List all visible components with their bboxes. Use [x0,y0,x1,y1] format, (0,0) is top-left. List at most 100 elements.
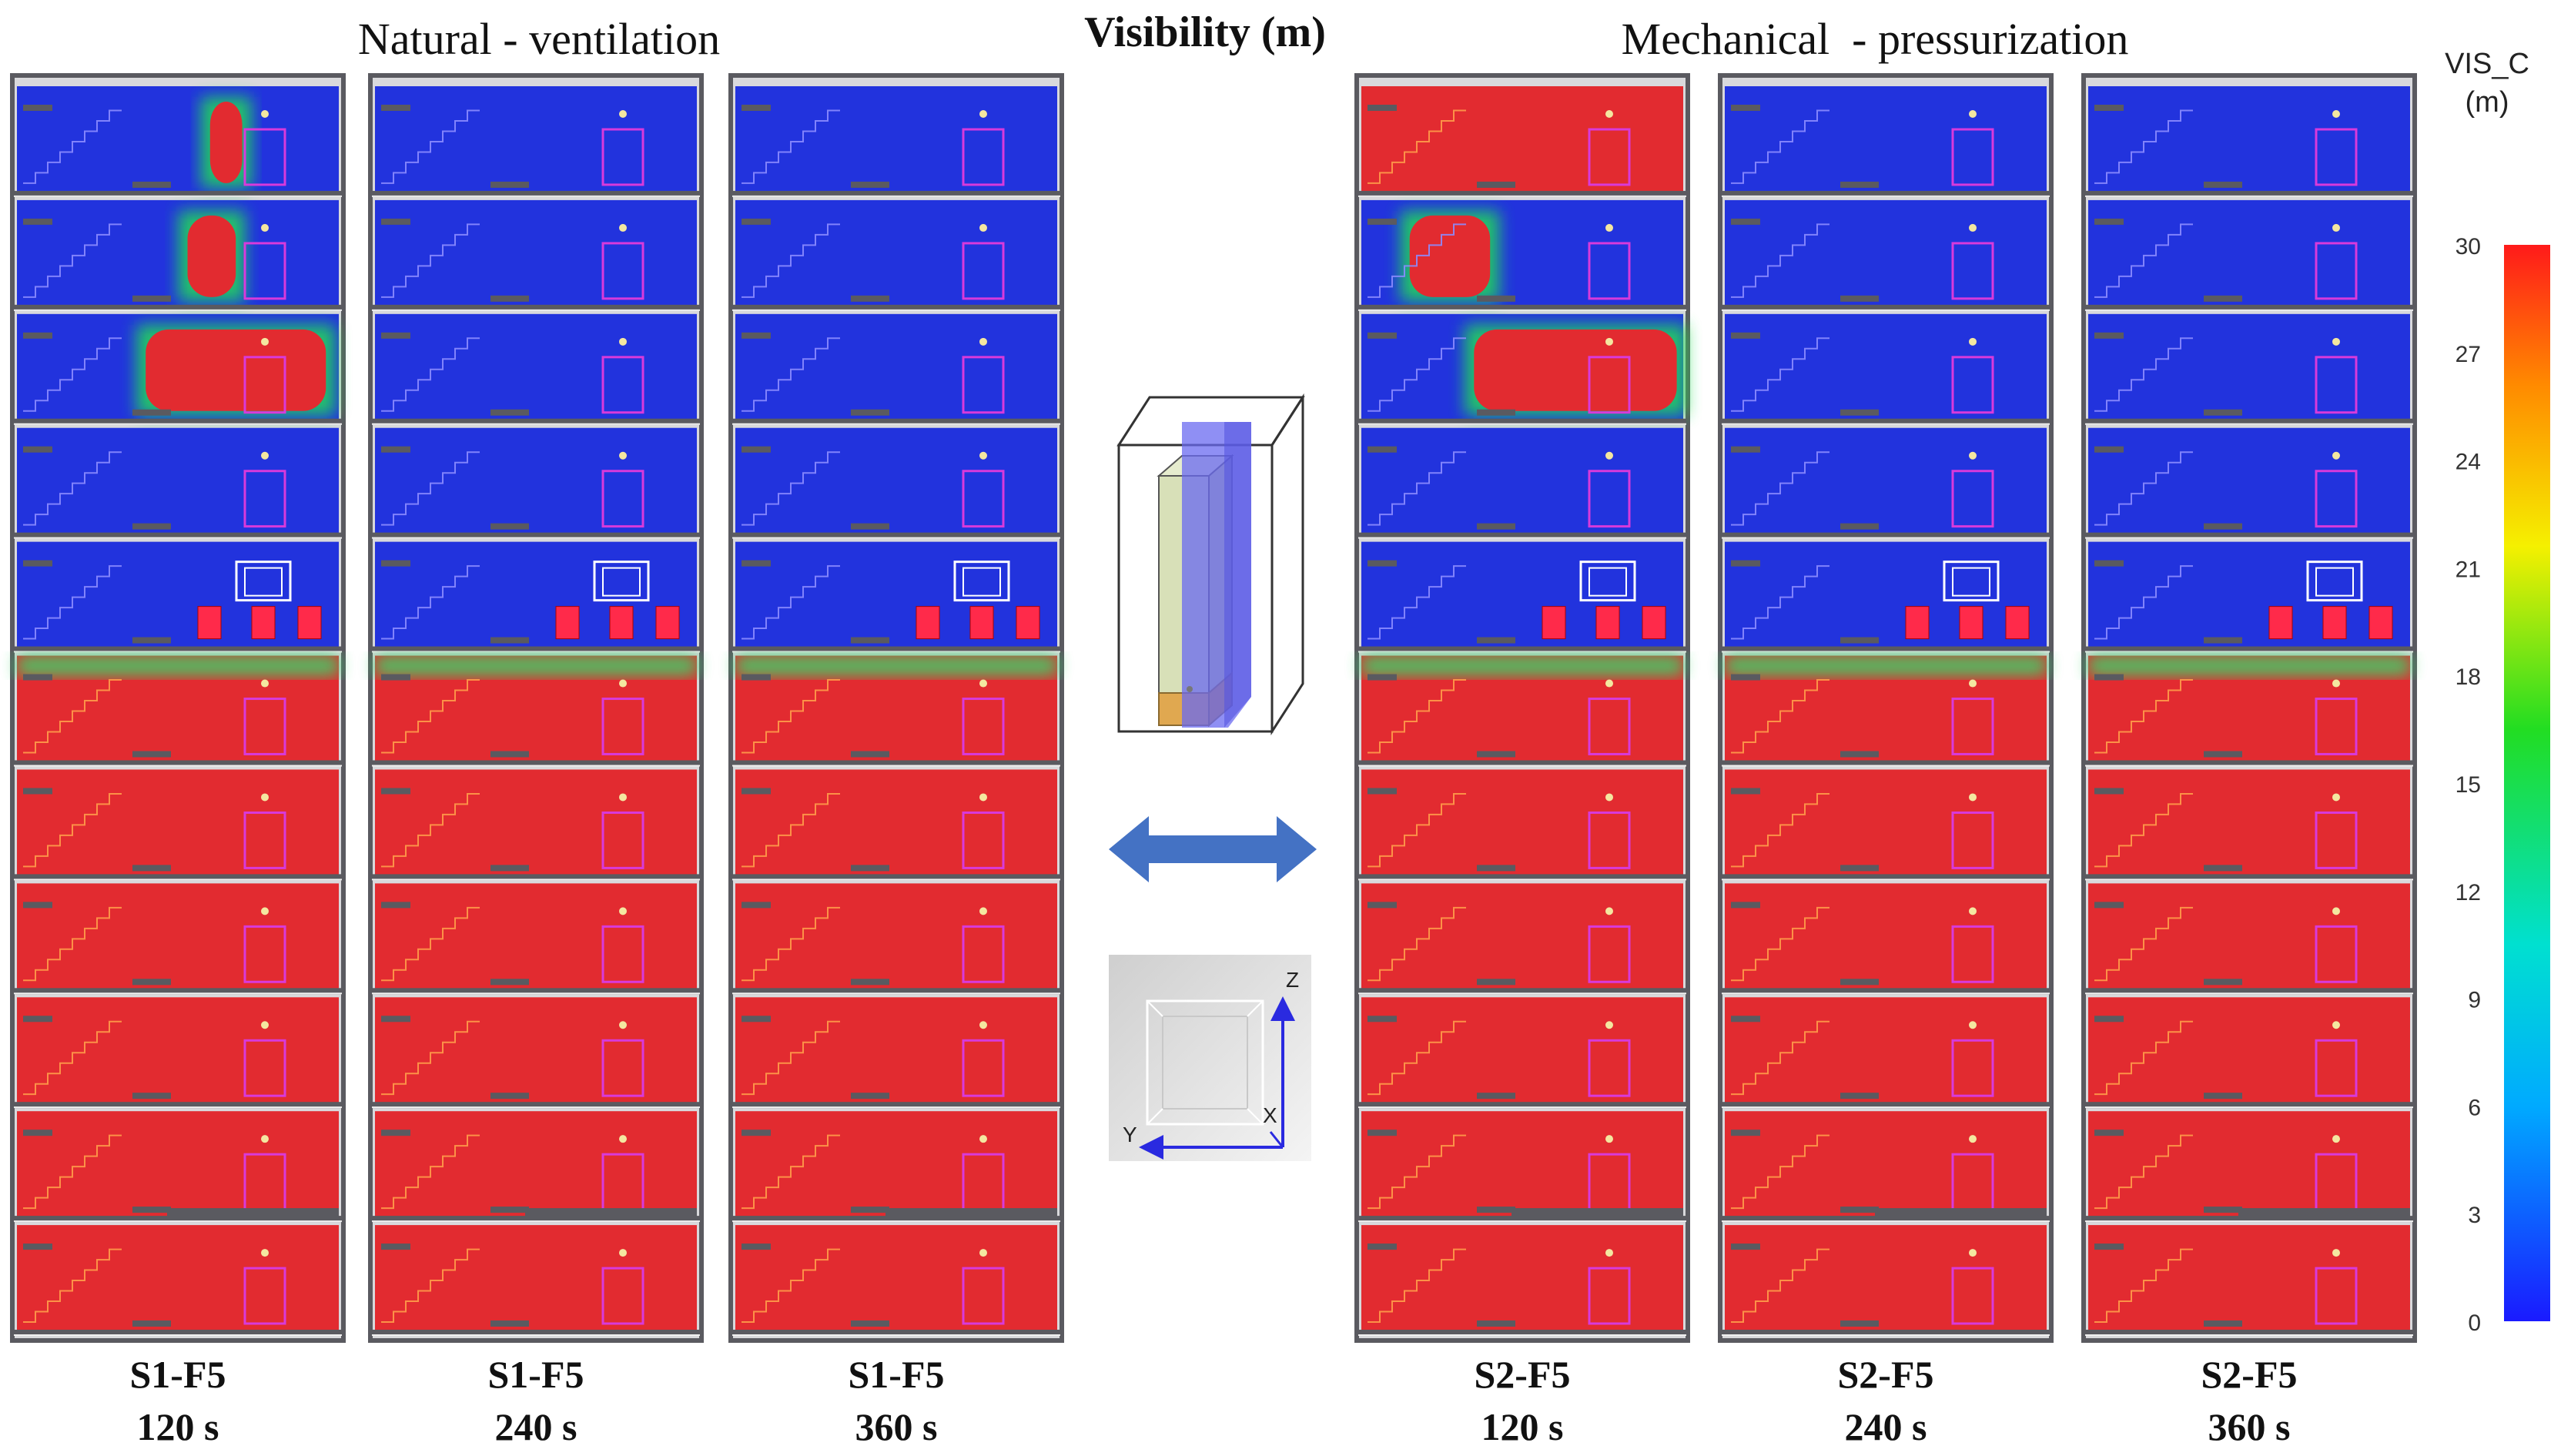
floor [14,199,342,311]
floor [2085,1225,2413,1336]
colorbar-tick-label: 27 [2456,342,2481,367]
floor [372,313,700,425]
floor [1722,313,2050,425]
floor [372,997,700,1109]
colorbar-tick-label: 9 [2468,988,2481,1013]
floor [1358,655,1686,767]
colorbar-tick-label: 0 [2468,1310,2481,1336]
panel-s2-f5-240s [1718,73,2054,1343]
floor [2085,769,2413,881]
floor [372,199,700,311]
floor [2085,427,2413,539]
colorbar-tick-label: 24 [2456,450,2481,475]
floor [732,769,1060,881]
floor [372,541,700,653]
colorbar-tick-label: 12 [2456,880,2481,905]
floor [1722,86,2050,197]
floor [14,883,342,995]
panel-s2-f5-120s [1354,73,1690,1343]
floor [372,1111,700,1223]
floor [1358,199,1686,311]
floor [372,883,700,995]
floor [732,427,1060,539]
floor [1358,1111,1686,1223]
panel-label-time: 360 s [855,1405,938,1448]
panel-label-scenario: S1-F5 [849,1353,945,1396]
colorbar-title: VIS_C [2445,48,2529,80]
floor [1722,997,2050,1109]
double-arrow-icon [1109,816,1317,882]
floor [2085,199,2413,311]
floor [14,769,342,881]
colorbar-tick-label: 15 [2456,772,2481,798]
floor [1722,883,2050,995]
panel-label-time: 120 s [1481,1405,1564,1448]
floor [732,655,1060,767]
floor [14,313,342,425]
floor [1358,769,1686,881]
colorbar-tick-label: 3 [2468,1203,2481,1228]
panel-label-scenario: S2-F5 [2201,1353,2298,1396]
colorbar-tick-label: 6 [2468,1095,2481,1120]
floor [2085,86,2413,197]
floor [1722,1225,2050,1336]
floor [14,997,342,1109]
floor [732,1111,1060,1223]
panel-s1-f5-120s [10,73,346,1343]
floor [732,313,1060,425]
figure-title: Visibility (m) [1084,8,1326,56]
floor [372,1225,700,1336]
floor [14,427,342,539]
panel-label-time: 240 s [495,1405,577,1448]
floor [732,1225,1060,1336]
floor [1722,1111,2050,1223]
panel-label-scenario: S2-F5 [1838,1353,1934,1396]
panel-label-scenario: S1-F5 [488,1353,584,1396]
panel-label-time: 360 s [2208,1405,2291,1448]
colorbar-tick-label: 21 [2456,557,2481,582]
floor [2085,655,2413,767]
floor [732,997,1060,1109]
building-volume-icon [1116,393,1305,736]
floor [14,86,342,197]
floor [372,86,700,197]
floor [1358,883,1686,995]
colorbar-tick-label: 18 [2456,664,2481,690]
floor [1722,769,2050,881]
floor [1722,427,2050,539]
floor [372,655,700,767]
floor [732,199,1060,311]
panel-label-time: 240 s [1845,1405,1927,1448]
floor [1722,655,2050,767]
panel-s2-f5-360s [2081,73,2417,1343]
floor [1358,313,1686,425]
group-title-natural: Natural - ventilation [358,14,720,64]
floor [732,86,1060,197]
floor [732,541,1060,653]
panel-s1-f5-240s [368,73,704,1343]
panel-label-time: 120 s [137,1405,219,1448]
simulation-panels: S1-F5 120 s S1-F5 240 s S1-F5 360 s S2-F5 120 s… [10,73,2417,1448]
axis-label-y: Y [1123,1123,1137,1146]
floor [14,655,342,767]
floor [1358,427,1686,539]
panel-s1-f5-360s [728,73,1064,1343]
floor [2085,313,2413,425]
colorbar-unit: (m) [2466,86,2509,119]
floor [14,1111,342,1223]
floor [2085,1111,2413,1223]
floor [1358,1225,1686,1336]
floor [1358,541,1686,653]
colorbar-gradient [2504,245,2550,1321]
axis-label-z: Z [1286,968,1299,992]
colorbar-tick-label: 30 [2456,234,2481,259]
floor [1358,997,1686,1109]
group-title-mechanical: Mechanical - pressurization [1622,14,2129,64]
floor [14,541,342,653]
floor [372,769,700,881]
floor [2085,883,2413,995]
floor [1722,541,2050,653]
floor [2085,541,2413,653]
panel-label-scenario: S1-F5 [130,1353,226,1396]
